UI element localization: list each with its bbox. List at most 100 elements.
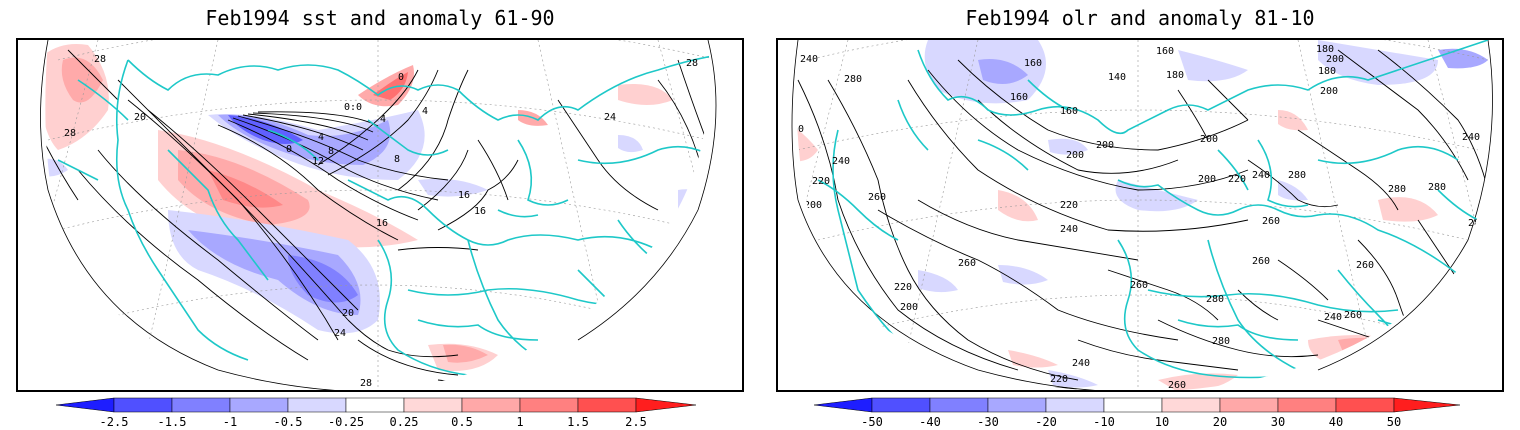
sst-colorbar-segments	[56, 397, 697, 413]
olr-colorbar-tick: -50	[861, 415, 883, 429]
olr-colorbar: -50 -40 -30 -20 -10 10 20 30 40 50	[814, 396, 1470, 430]
olr-contour-label: 260	[1344, 310, 1362, 321]
olr-contour-label: 200	[1198, 174, 1216, 185]
olr-colorbar-ticks: -50 -40 -30 -20 -10 10 20 30 40 50	[861, 415, 1401, 429]
olr-contour-label: 200	[1320, 86, 1338, 97]
olr-colorbar-swatch	[987, 397, 1047, 413]
sst-colorbar-tick: 1.5	[567, 415, 589, 429]
olr-contour-label: 280	[1288, 170, 1306, 181]
olr-contour-label: 260	[1356, 260, 1374, 271]
sst-colorbar-swatch	[345, 397, 405, 413]
sst-contour-label: 12	[312, 156, 324, 167]
sst-colorbar-swatch	[519, 397, 579, 413]
olr-contour-label: 240	[800, 54, 818, 65]
olr-contour-label: 220	[812, 176, 830, 187]
olr-colorbar-tick: 10	[1155, 415, 1169, 429]
sst-colorbar-tick: 1	[516, 415, 523, 429]
sst-colorbar-svg: -2.5 -1.5 -1 -0.5 -0.25 0.25 0.5 1 1.5 2…	[56, 397, 697, 429]
olr-contour-label: 280	[1206, 294, 1224, 305]
olr-contour-label: 280	[1468, 218, 1486, 229]
olr-contour-label: 220	[894, 282, 912, 293]
olr-contour-label: 260	[786, 124, 804, 135]
sst-map-canvas: 28 28 20 0 0:0 4 0 4 8 12 8 4 16 16 16 2…	[40, 40, 717, 390]
olr-contour-label: 200	[1326, 54, 1344, 65]
sst-contour-label: 28	[94, 54, 106, 65]
olr-contour-label: 240	[1324, 312, 1342, 323]
olr-contour-label: 200	[1096, 140, 1114, 151]
olr-contour-label: 240	[1072, 358, 1090, 369]
sst-colorbar-tick: -1.5	[158, 415, 187, 429]
sst-colorbar-tick: -2.5	[100, 415, 129, 429]
olr-contour-label: 160	[1060, 106, 1078, 117]
olr-colorbar-tick: -10	[1093, 415, 1115, 429]
olr-colorbar-swatch	[1045, 397, 1105, 413]
sst-colorbar-tick: 2.5	[625, 415, 647, 429]
olr-contour-label: 260	[1252, 256, 1270, 267]
olr-colorbar-tick: 40	[1329, 415, 1343, 429]
sst-contour-label: 0	[286, 144, 292, 155]
sst-contour-label: 16	[474, 206, 486, 217]
olr-anomaly-map: 160 180 200 160 140 180 180 200 240 280 …	[776, 38, 1504, 392]
sst-colorbar-tick: 0.25	[390, 415, 419, 429]
olr-map-canvas: 160 180 200 160 140 180 180 200 240 280 …	[786, 40, 1493, 390]
sst-colorbar-ticks: -2.5 -1.5 -1 -0.5 -0.25 0.25 0.5 1 1.5 2…	[100, 415, 647, 429]
olr-contour-label: 280	[1428, 182, 1446, 193]
olr-contour-label: 140	[1108, 72, 1126, 83]
sst-contour-label: 24	[334, 328, 346, 339]
olr-contour-label: 200	[804, 200, 822, 211]
sst-colorbar: -2.5 -1.5 -1 -0.5 -0.25 0.25 0.5 1 1.5 2…	[56, 396, 706, 430]
sst-contour-label: 8	[328, 146, 334, 157]
olr-colorbar-tick: 30	[1271, 415, 1285, 429]
olr-contour-label: 260	[958, 258, 976, 269]
olr-colorbar-swatch	[1103, 397, 1163, 413]
sst-colorbar-tick: 0.5	[451, 415, 473, 429]
olr-contour-label: 280	[844, 74, 862, 85]
sst-colorbar-swatch	[403, 397, 463, 413]
olr-contour-label: 260	[1130, 280, 1148, 291]
olr-contour-label: 260	[868, 192, 886, 203]
olr-contour-label: 220	[1228, 174, 1246, 185]
sst-colorbar-swatch	[171, 397, 231, 413]
olr-contour-label: 220	[1060, 200, 1078, 211]
sst-contour-label: 28	[64, 128, 76, 139]
sst-contour-label: 28	[360, 378, 372, 389]
olr-colorbar-tick: -30	[977, 415, 999, 429]
sst-colorbar-swatch	[577, 397, 637, 413]
olr-latlon-grid	[796, 40, 1489, 390]
olr-colorbar-segments	[814, 397, 1461, 413]
olr-contour-label: 160	[1024, 58, 1042, 69]
olr-contour-label: 240	[832, 156, 850, 167]
olr-colorbar-swatch	[1219, 397, 1279, 413]
sst-map-boundary-left	[40, 40, 336, 390]
olr-contour-label: 260	[1262, 216, 1280, 227]
sst-colorbar-swatch	[229, 397, 289, 413]
sst-colorbar-tick: -1	[223, 415, 237, 429]
sst-colorbar-tick: -0.25	[328, 415, 364, 429]
sst-contour-label: 20	[134, 112, 146, 123]
sst-colorbar-swatch	[287, 397, 347, 413]
sst-panel-title: Feb1994 sst and anomaly 61-90	[205, 6, 555, 30]
olr-colorbar-tick: -20	[1035, 415, 1057, 429]
sst-map-boundary-right	[577, 40, 717, 341]
olr-contour-label: 180	[1166, 70, 1184, 81]
olr-contour-label: 200	[1066, 150, 1084, 161]
sst-contour-label: 16	[376, 218, 388, 229]
sst-contour-label: 0	[398, 72, 404, 83]
olr-colorbar-tick: 20	[1213, 415, 1227, 429]
sst-contour-label: 4	[318, 132, 324, 143]
sst-contour-label: 24	[604, 112, 616, 123]
olr-colorbar-svg: -50 -40 -30 -20 -10 10 20 30 40 50	[814, 397, 1461, 429]
sst-contour-label: 28	[702, 160, 714, 171]
sst-contour-label: 4	[380, 114, 386, 125]
sst-anomaly-map: 28 28 20 0 0:0 4 0 4 8 12 8 4 16 16 16 2…	[16, 38, 744, 392]
sst-colorbar-arrow-left	[56, 397, 115, 413]
sst-contours	[45, 49, 710, 383]
olr-contour-label: 180	[1318, 66, 1336, 77]
olr-colorbar-swatch	[1161, 397, 1221, 413]
sst-contour-label: 8	[394, 154, 400, 165]
sst-colorbar-swatch	[461, 397, 521, 413]
olr-contours	[797, 49, 1489, 390]
sst-contour-label: 20	[342, 308, 354, 319]
olr-contour-label: 180	[1316, 44, 1334, 55]
sst-contour-label: 28	[686, 58, 698, 69]
